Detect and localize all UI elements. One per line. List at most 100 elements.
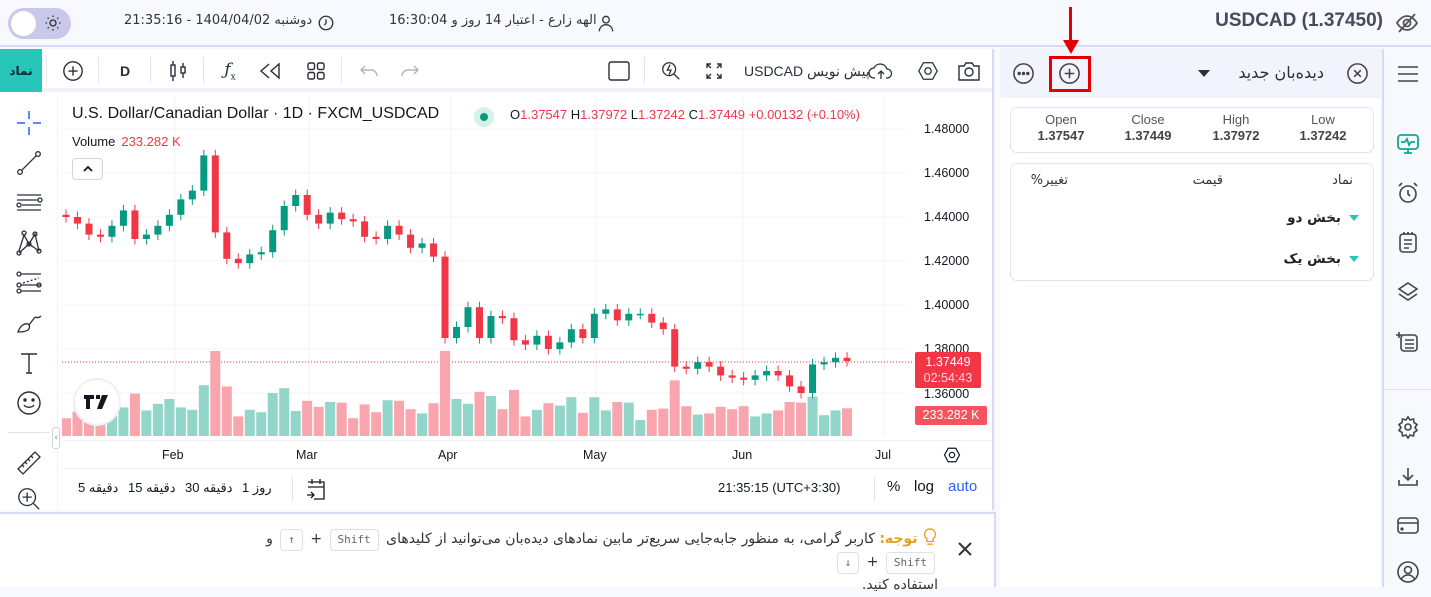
close-watchlist-icon[interactable] xyxy=(1346,62,1369,85)
log-toggle[interactable]: log xyxy=(914,478,935,495)
horizontal-lines-tool[interactable] xyxy=(14,188,44,218)
expand-button[interactable] xyxy=(701,58,727,84)
chart-type-button[interactable] xyxy=(165,58,191,84)
top-bar: دوشنبه 1404/04/02 - 21:35:16 الهه زارع -… xyxy=(0,0,1431,47)
add-symbol-button[interactable] xyxy=(60,58,86,84)
key-up: ↑ xyxy=(280,529,303,551)
collapse-legend-button[interactable] xyxy=(72,158,103,180)
notice-message: کاربر گرامی، به منظور جابه‌جایی سریع‌تر … xyxy=(386,531,875,547)
more-options-icon[interactable] xyxy=(1012,62,1035,85)
pattern-tool[interactable] xyxy=(14,228,44,258)
square-icon xyxy=(608,61,630,81)
chart-plot[interactable]: U.S. Dollar/Canadian Dollar · 1D · FXCM_… xyxy=(62,96,992,510)
stat-label: Close xyxy=(1131,112,1165,127)
hamburger-icon xyxy=(1398,66,1418,82)
quick-search-button[interactable] xyxy=(658,58,684,84)
credit-card-icon xyxy=(1397,517,1419,534)
measure-tool[interactable] xyxy=(14,448,44,478)
stat-label: Open xyxy=(1045,112,1077,127)
profile-nav[interactable] xyxy=(1395,559,1421,585)
payment-nav[interactable] xyxy=(1395,512,1421,538)
cloud-upload-icon xyxy=(868,63,893,79)
last-price-badge: 1.37449 02:54:43 xyxy=(915,352,981,388)
fullscreen-box-button[interactable] xyxy=(606,58,632,84)
theme-toggle[interactable] xyxy=(8,8,71,39)
goto-date-icon[interactable] xyxy=(305,477,327,501)
time-label: Mar xyxy=(296,448,318,462)
layers-nav[interactable] xyxy=(1395,279,1421,305)
indicators-button[interactable]: ƒx xyxy=(217,58,243,84)
hide-eye-icon[interactable] xyxy=(1395,11,1419,35)
plus-sign: + xyxy=(866,554,879,570)
expand-triangle-icon xyxy=(1349,256,1359,262)
symbol-button[interactable]: نماد xyxy=(0,49,42,92)
undo-button[interactable] xyxy=(356,58,382,84)
interval-5m[interactable]: 5 دقیقه xyxy=(78,480,119,495)
right-sidebar xyxy=(1382,49,1431,587)
chart-layout-name[interactable]: USDCAD پیش نویس xyxy=(744,63,870,79)
plus-circle-icon xyxy=(63,61,83,81)
interval-button[interactable]: D xyxy=(119,63,131,79)
last-price: 1.37449 xyxy=(925,355,971,369)
parallel-lines-icon xyxy=(16,194,43,211)
layout-button[interactable] xyxy=(303,58,329,84)
add-to-watchlist-icon[interactable] xyxy=(1058,62,1081,85)
clock-icon xyxy=(318,15,334,31)
tradingview-logo[interactable] xyxy=(75,380,119,424)
download-nav[interactable] xyxy=(1395,464,1421,490)
collapse-toolbar-handle[interactable]: ‹ xyxy=(52,427,60,449)
settings-button[interactable] xyxy=(915,58,941,84)
download-icon xyxy=(1398,468,1418,486)
zoom-tool[interactable] xyxy=(14,484,44,514)
alarm-clock-icon xyxy=(1398,182,1418,203)
auto-toggle[interactable]: auto xyxy=(948,478,978,495)
interval-15m[interactable]: 15 دقیقه xyxy=(128,480,176,495)
toolbar-divider xyxy=(150,57,151,83)
brush-tool[interactable] xyxy=(14,308,44,338)
time-label: Jun xyxy=(732,448,753,462)
watchlist-nav[interactable] xyxy=(1395,131,1421,157)
cloud-save-button[interactable] xyxy=(868,58,894,84)
column-change[interactable]: تغییر% xyxy=(1030,173,1068,188)
time-label: Apr xyxy=(438,448,458,462)
interval-1d[interactable]: 1 روز xyxy=(242,480,272,495)
open-label: O xyxy=(510,107,521,122)
screenshot-button[interactable] xyxy=(956,58,982,84)
time-axis[interactable]: Feb Mar Apr May Jun Jul xyxy=(62,440,992,468)
column-symbol[interactable]: نماد xyxy=(1332,173,1353,188)
candles-icon xyxy=(170,61,186,81)
axis-settings-icon[interactable] xyxy=(943,446,961,464)
interval-30m[interactable]: 30 دقیقه xyxy=(185,480,233,495)
time-label: Jul xyxy=(875,448,891,462)
volume-legend: Volume 233.282 K xyxy=(72,134,181,149)
ohlc-legend: O1.37547 H1.37972 L1.37242 C1.37449 +0.0… xyxy=(510,107,860,122)
candlestick-chart[interactable] xyxy=(62,96,992,440)
emoji-tool[interactable] xyxy=(14,388,44,418)
settings-nav[interactable] xyxy=(1395,414,1421,440)
close-notice-icon[interactable] xyxy=(956,540,974,558)
chart-toolbar: نماد D ƒx xyxy=(0,49,992,92)
hexagon-settings-icon xyxy=(918,62,938,80)
percent-toggle[interactable]: % xyxy=(887,478,901,495)
replay-button[interactable] xyxy=(257,58,283,84)
menu-button[interactable] xyxy=(1395,61,1421,87)
watchlist-title[interactable]: دیده‌بان جدید xyxy=(1238,63,1324,82)
crosshair-tool[interactable] xyxy=(14,108,44,138)
trendline-tool[interactable] xyxy=(14,148,44,178)
text-tool[interactable] xyxy=(14,348,44,378)
low-label: L xyxy=(630,107,638,122)
column-price[interactable]: قیمت xyxy=(1192,173,1223,188)
redo-button[interactable] xyxy=(397,58,423,84)
alerts-nav[interactable] xyxy=(1395,180,1421,206)
change-value: +0.00132 (+0.10%) xyxy=(748,107,860,122)
add-list-nav[interactable] xyxy=(1395,328,1421,354)
section-one[interactable]: بخش یک xyxy=(1284,251,1359,267)
section-two[interactable]: بخش دو xyxy=(1287,210,1359,226)
toolbar-divider xyxy=(644,57,645,83)
fib-tool[interactable] xyxy=(14,268,44,298)
toolbar-divider xyxy=(98,57,99,83)
symbol-title: USDCAD (1.37450) xyxy=(1215,10,1383,31)
timezone-clock[interactable]: 21:35:15 (UTC+3:30) xyxy=(718,480,841,495)
notes-nav[interactable] xyxy=(1395,229,1421,255)
watchlist-dropdown-caret[interactable] xyxy=(1198,70,1210,77)
